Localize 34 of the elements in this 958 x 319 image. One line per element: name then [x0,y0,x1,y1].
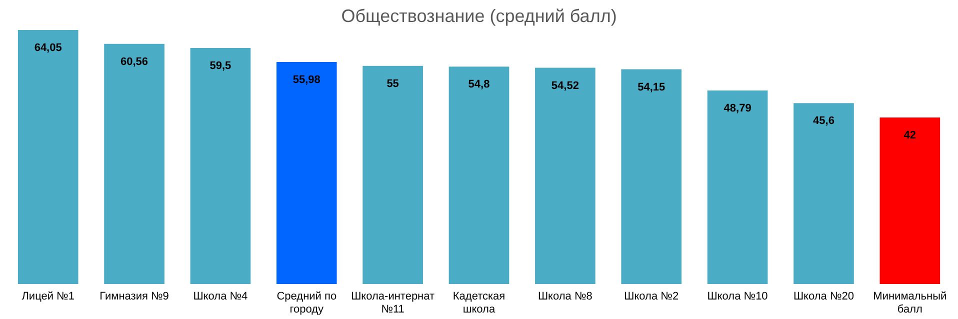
data-label: 55 [386,78,399,90]
bar [104,44,164,284]
x-tick-label: Минимальный балл [873,290,947,316]
bar [18,30,78,284]
bar [448,66,510,284]
data-label: 48,79 [724,102,752,115]
x-tick-label: Школа №4 [193,290,248,302]
bar [535,68,596,284]
data-label: 42 [904,129,916,142]
x-tick-label: Школа №10 [707,290,768,302]
x-tick-label: Кадетская школа [452,290,506,316]
x-tick-label: Школа №20 [793,290,854,302]
data-label: 54,52 [551,80,579,92]
data-label: 54,8 [468,78,490,91]
bar [794,103,854,284]
bar [707,90,768,284]
data-label: 64,05 [34,42,62,54]
data-label: 60,56 [120,56,148,68]
x-tick-label: Школа-интернат №11 [351,290,435,316]
bar [190,48,251,284]
x-tick-label: Средний по городу [276,290,337,316]
data-label: 55,98 [292,74,320,86]
data-label: 45,6 [813,115,834,128]
x-tick-label: Школа №8 [538,290,592,302]
bar [362,66,423,284]
data-label: 59,5 [210,60,232,72]
x-tick-label: Школа №2 [624,290,679,302]
data-label: 54,15 [638,81,666,94]
x-tick-label: Гимназия №9 [100,290,169,302]
x-tick-label: Лицей №1 [22,290,74,302]
bar [880,117,940,284]
bar [621,69,682,284]
bar [276,62,337,284]
chart-title: Обществознание (средний балл) [341,6,617,26]
